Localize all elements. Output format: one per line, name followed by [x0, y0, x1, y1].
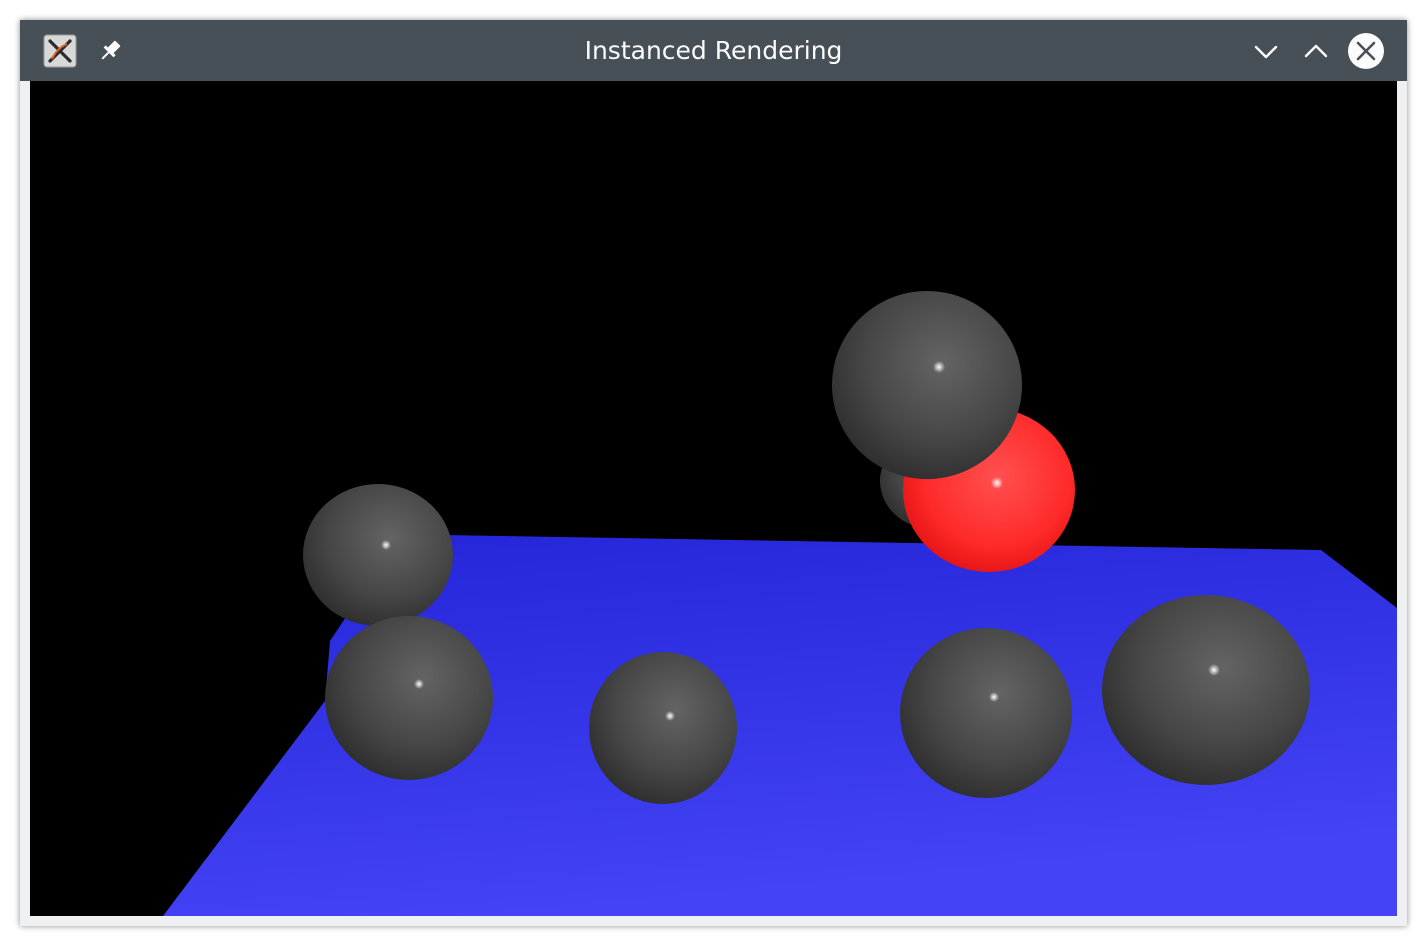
sphere	[832, 291, 1022, 479]
sphere	[303, 484, 453, 626]
close-icon[interactable]	[1347, 32, 1385, 70]
pin-icon[interactable]	[96, 37, 124, 65]
sphere	[1102, 595, 1310, 785]
x-app-icon[interactable]	[43, 34, 77, 68]
window-title: Instanced Rendering	[584, 36, 843, 65]
ground-plane	[163, 535, 1397, 916]
chevron-up-icon[interactable]	[1297, 32, 1335, 70]
sphere	[589, 652, 737, 804]
app-window: Instanced Rendering	[20, 20, 1407, 926]
render-viewport[interactable]	[30, 81, 1397, 916]
sphere	[900, 628, 1072, 798]
title-bar[interactable]: Instanced Rendering	[20, 20, 1407, 81]
chevron-down-icon[interactable]	[1247, 32, 1285, 70]
scene-canvas[interactable]	[30, 81, 1397, 916]
sphere	[325, 616, 493, 780]
